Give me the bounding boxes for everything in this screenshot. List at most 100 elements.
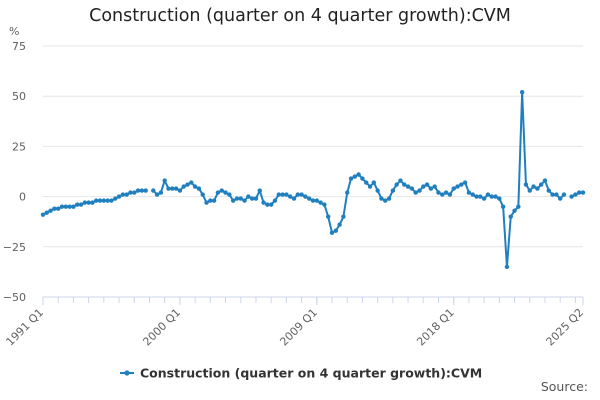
data-point[interactable] (470, 192, 475, 197)
data-point[interactable] (489, 194, 494, 199)
data-point[interactable] (71, 204, 76, 209)
data-point[interactable] (527, 188, 532, 193)
data-point[interactable] (249, 196, 255, 201)
legend[interactable]: Construction (quarter on 4 quarter growt… (120, 366, 482, 381)
data-point[interactable] (75, 202, 80, 207)
data-point[interactable] (523, 182, 529, 187)
data-point[interactable] (272, 198, 278, 203)
data-point[interactable] (253, 196, 259, 201)
data-point[interactable] (329, 230, 335, 235)
data-point[interactable] (417, 188, 422, 193)
data-point[interactable] (413, 190, 418, 195)
data-point[interactable] (428, 186, 434, 191)
data-point[interactable] (242, 198, 247, 203)
data-point[interactable] (132, 190, 137, 195)
data-point[interactable] (44, 210, 49, 215)
data-point[interactable] (577, 190, 582, 195)
data-point[interactable] (227, 192, 232, 197)
data-point[interactable] (554, 192, 559, 197)
data-point[interactable] (493, 194, 498, 199)
data-point[interactable] (211, 198, 217, 203)
data-point[interactable] (466, 190, 472, 195)
data-point[interactable] (421, 184, 426, 189)
data-point[interactable] (451, 186, 456, 191)
data-point[interactable] (268, 202, 274, 207)
data-point[interactable] (394, 182, 399, 187)
data-point[interactable] (151, 188, 156, 193)
data-point[interactable] (310, 198, 316, 203)
data-point[interactable] (265, 202, 270, 207)
data-point[interactable] (173, 186, 179, 191)
data-point[interactable] (508, 214, 513, 219)
data-point[interactable] (299, 192, 304, 197)
data-point[interactable] (135, 188, 141, 193)
data-point[interactable] (531, 184, 536, 189)
data-point[interactable] (40, 212, 46, 217)
data-point[interactable] (538, 182, 544, 187)
data-point[interactable] (424, 182, 430, 187)
data-point[interactable] (280, 192, 285, 197)
data-point[interactable] (322, 202, 327, 207)
data-point[interactable] (398, 178, 403, 183)
data-point[interactable] (261, 200, 266, 205)
data-point[interactable] (356, 172, 361, 177)
data-point[interactable] (200, 192, 205, 197)
data-point[interactable] (154, 192, 160, 197)
data-point[interactable] (443, 190, 449, 195)
data-point[interactable] (284, 192, 289, 197)
data-point[interactable] (158, 190, 164, 195)
data-point[interactable] (295, 192, 300, 197)
data-point[interactable] (116, 194, 122, 199)
data-point[interactable] (360, 176, 365, 181)
data-point[interactable] (561, 192, 567, 197)
data-point[interactable] (276, 192, 281, 197)
data-point[interactable] (109, 198, 114, 203)
data-point[interactable] (481, 196, 487, 201)
data-point[interactable] (257, 188, 262, 193)
data-point[interactable] (402, 182, 407, 187)
data-point[interactable] (120, 192, 126, 197)
data-point[interactable] (303, 194, 308, 199)
data-point[interactable] (318, 200, 323, 205)
data-point[interactable] (474, 194, 479, 199)
data-point[interactable] (166, 186, 171, 191)
data-point[interactable] (246, 194, 251, 199)
data-point[interactable] (181, 184, 186, 189)
data-point[interactable] (546, 188, 551, 193)
data-point[interactable] (124, 192, 129, 197)
data-point[interactable] (542, 178, 548, 183)
data-point[interactable] (238, 196, 243, 201)
data-point[interactable] (512, 208, 517, 213)
data-point[interactable] (208, 198, 213, 203)
data-point[interactable] (52, 206, 57, 211)
data-point[interactable] (287, 194, 293, 199)
data-point[interactable] (230, 198, 236, 203)
data-point[interactable] (192, 184, 198, 189)
data-point[interactable] (500, 204, 506, 209)
data-point[interactable] (97, 198, 103, 203)
data-point[interactable] (383, 198, 388, 203)
data-point[interactable] (440, 192, 445, 197)
data-point[interactable] (569, 194, 574, 199)
data-point[interactable] (345, 190, 350, 195)
data-point[interactable] (215, 190, 221, 195)
data-point[interactable] (196, 186, 202, 191)
data-point[interactable] (67, 204, 72, 209)
data-point[interactable] (504, 264, 510, 270)
data-point[interactable] (94, 198, 99, 203)
data-point[interactable] (386, 196, 392, 201)
data-point[interactable] (223, 190, 228, 195)
data-point[interactable] (86, 200, 91, 205)
data-point[interactable] (291, 196, 297, 201)
data-point[interactable] (56, 206, 61, 211)
data-point[interactable] (436, 190, 441, 195)
data-point[interactable] (337, 222, 342, 227)
data-point[interactable] (82, 200, 88, 205)
data-point[interactable] (128, 190, 133, 195)
data-point[interactable] (485, 192, 491, 197)
data-point[interactable] (234, 196, 240, 201)
data-point[interactable] (90, 200, 95, 205)
data-point[interactable] (314, 198, 319, 203)
data-point[interactable] (371, 180, 377, 185)
data-point[interactable] (535, 186, 540, 191)
